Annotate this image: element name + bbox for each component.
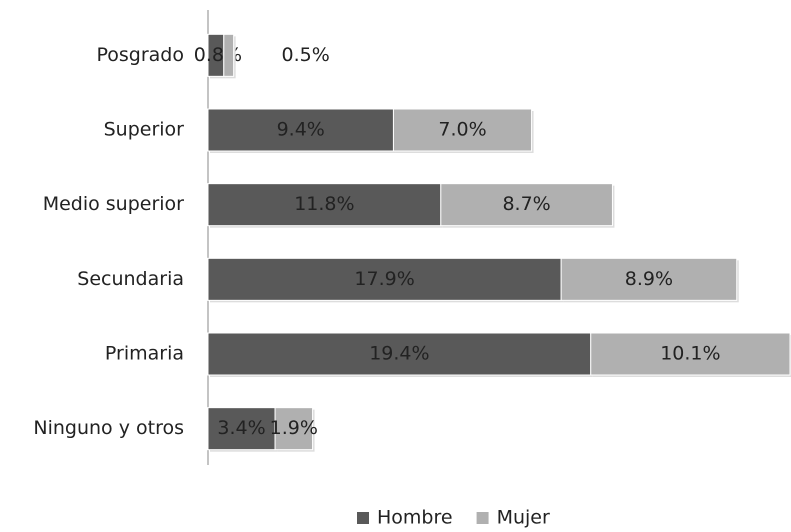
data-label: 3.4%	[217, 417, 265, 439]
data-label: 0.5%	[282, 44, 330, 66]
bar	[207, 407, 276, 451]
data-label: 11.8%	[294, 193, 354, 215]
data-label: 1.9%	[270, 417, 318, 439]
legend-swatch	[357, 512, 369, 524]
bar	[274, 407, 314, 451]
bar	[590, 332, 791, 376]
y-tick-label: Superior	[104, 119, 185, 141]
data-label: 7.0%	[438, 119, 486, 141]
data-label: 8.9%	[625, 268, 673, 290]
bar	[560, 257, 738, 301]
y-tick-label: Ninguno y otros	[33, 417, 184, 439]
bar	[223, 33, 235, 77]
legend-label: Mujer	[497, 507, 550, 529]
y-tick-label: Primaria	[105, 343, 184, 365]
y-tick-label: Secundaria	[77, 268, 184, 290]
bar	[207, 108, 394, 152]
y-tick-label: Medio superior	[43, 193, 184, 215]
bar	[207, 257, 562, 301]
y-tick-label: Posgrado	[96, 44, 184, 66]
data-label: 10.1%	[660, 343, 720, 365]
bar	[440, 183, 613, 227]
data-label: 19.4%	[369, 343, 429, 365]
legend-label: Hombre	[377, 507, 453, 529]
bar	[392, 108, 533, 152]
data-label: 9.4%	[277, 119, 325, 141]
legend-swatch	[476, 512, 489, 524]
data-label: 8.7%	[502, 193, 550, 215]
bar	[207, 332, 592, 376]
data-label: 17.9%	[354, 268, 414, 290]
